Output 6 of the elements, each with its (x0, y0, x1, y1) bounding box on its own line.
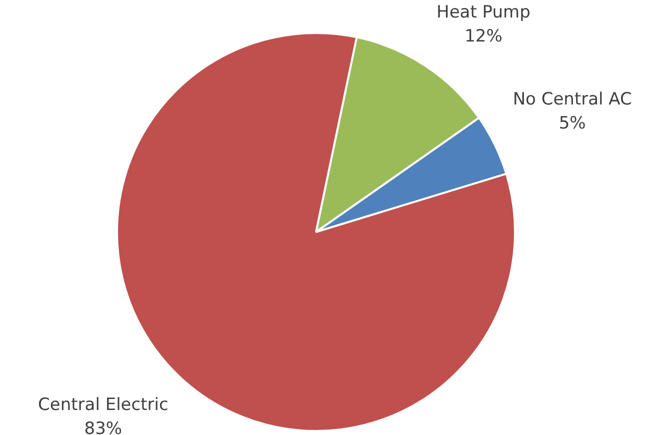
slice-label: Heat Pump (436, 2, 530, 23)
slice-label: Central Electric (38, 395, 168, 416)
slice-label: No Central AC (512, 89, 632, 110)
data-label: 5% (558, 113, 586, 134)
data-label: 12% (464, 26, 502, 47)
data-label: 83% (84, 419, 122, 435)
